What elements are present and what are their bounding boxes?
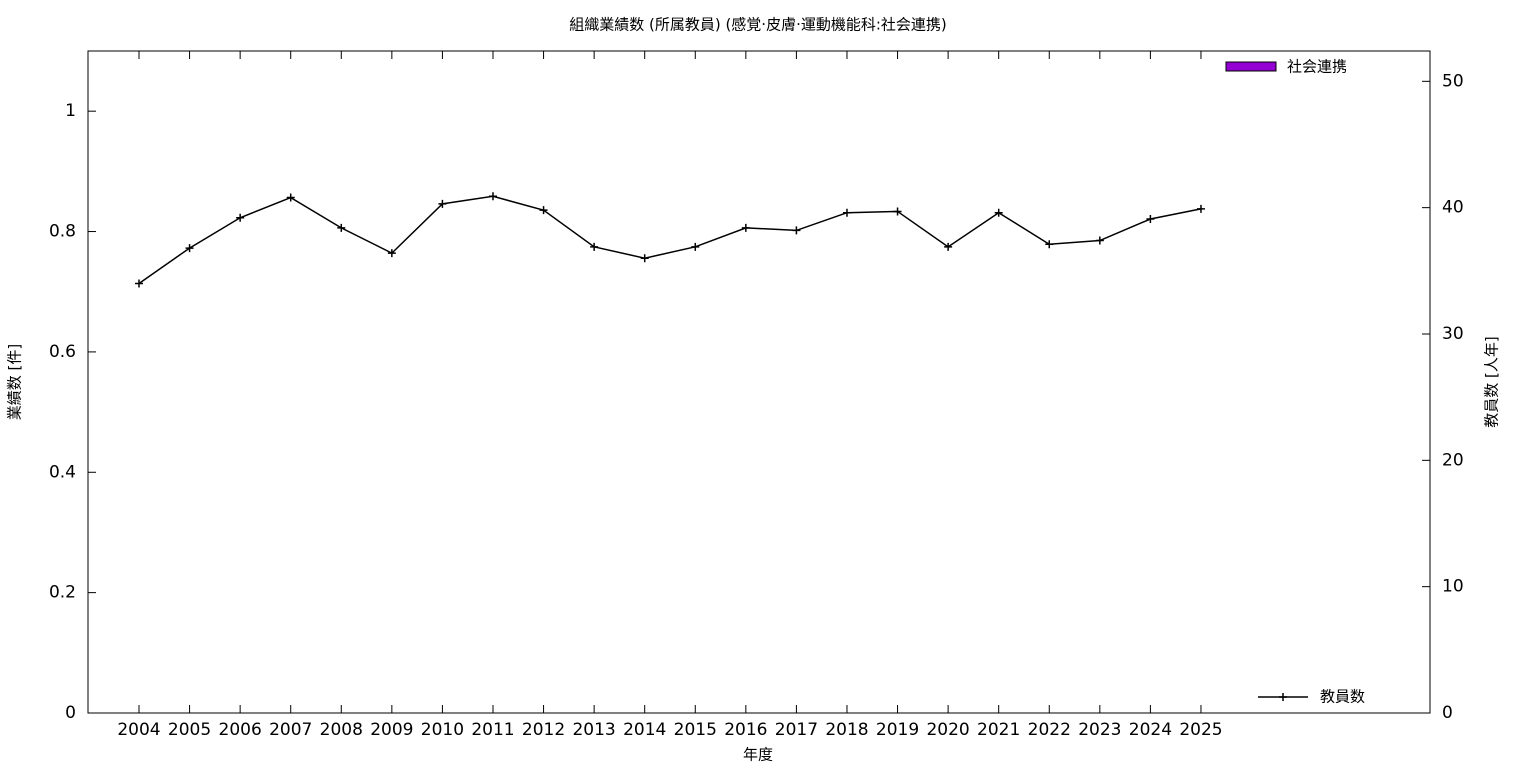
point bbox=[337, 223, 346, 232]
y2-tick-label: 50 bbox=[1442, 71, 1464, 91]
y2-tick-label: 10 bbox=[1442, 577, 1464, 597]
x-tick-label: 2012 bbox=[522, 720, 565, 740]
x-tick-label: 2022 bbox=[1028, 720, 1071, 740]
legend-label: 教員数 bbox=[1320, 688, 1365, 706]
x-tick-label: 2016 bbox=[724, 720, 767, 740]
x-tick-label: 2025 bbox=[1179, 720, 1222, 740]
y-tick-label: 0.6 bbox=[49, 342, 76, 362]
y2-tick-label: 30 bbox=[1442, 324, 1464, 344]
x-tick-label: 2004 bbox=[117, 720, 160, 740]
y-tick-label: 0 bbox=[65, 703, 76, 723]
x-tick-label: 2021 bbox=[977, 720, 1020, 740]
point bbox=[185, 244, 194, 253]
point bbox=[792, 226, 801, 235]
point bbox=[590, 242, 599, 251]
point bbox=[387, 249, 396, 258]
x-tick-label: 2023 bbox=[1078, 720, 1121, 740]
point bbox=[691, 242, 700, 251]
point bbox=[438, 199, 447, 208]
y2-tick-label: 40 bbox=[1442, 198, 1464, 218]
y-tick-label: 0.8 bbox=[49, 222, 76, 242]
point bbox=[741, 223, 750, 232]
x-axis-label: 年度 bbox=[743, 746, 773, 764]
chart-title: 組織業績数 (所属教員) (感覚·皮膚·運動機能科:社会連携) bbox=[569, 16, 947, 34]
point bbox=[994, 208, 1003, 217]
x-tick-label: 2008 bbox=[320, 720, 363, 740]
x-tick-label: 2014 bbox=[623, 720, 666, 740]
point bbox=[488, 192, 497, 201]
line bbox=[138, 195, 1202, 285]
plot-frame bbox=[87, 50, 1431, 714]
x-tick-label: 2017 bbox=[775, 720, 818, 740]
y-axis-label: 業績数 [件] bbox=[6, 344, 24, 420]
point bbox=[539, 206, 548, 215]
point bbox=[236, 213, 245, 222]
point bbox=[135, 279, 143, 288]
point bbox=[944, 242, 953, 251]
y-tick-label: 0.4 bbox=[49, 462, 76, 482]
x-tick-label: 2013 bbox=[572, 720, 615, 740]
legend-label: 社会連携 bbox=[1287, 58, 1347, 76]
x-tick-label: 2018 bbox=[825, 720, 868, 740]
x-tick-label: 2011 bbox=[471, 720, 514, 740]
point bbox=[1045, 240, 1054, 249]
legend-point bbox=[1279, 693, 1287, 701]
point bbox=[1146, 215, 1155, 224]
x-tick-label: 2010 bbox=[421, 720, 464, 740]
x-tick-label: 2009 bbox=[370, 720, 413, 740]
legend-swatch bbox=[1225, 61, 1277, 72]
x-tick-label: 2006 bbox=[219, 720, 262, 740]
y2-axis-label: 教員数 [人年] bbox=[1483, 336, 1501, 427]
y2-tick-label: 20 bbox=[1442, 450, 1464, 470]
x-tick-label: 2007 bbox=[269, 720, 312, 740]
point bbox=[286, 193, 295, 202]
point bbox=[1095, 236, 1104, 245]
point bbox=[893, 207, 902, 216]
y-tick-label: 1 bbox=[65, 101, 76, 121]
x-tick-label: 2019 bbox=[876, 720, 919, 740]
point bbox=[640, 254, 649, 263]
x-tick-label: 2020 bbox=[926, 720, 969, 740]
x-tick-label: 2015 bbox=[674, 720, 717, 740]
y2-tick-label: 0 bbox=[1442, 703, 1453, 723]
y-tick-label: 0.2 bbox=[49, 583, 76, 603]
point bbox=[842, 208, 851, 217]
x-tick-label: 2024 bbox=[1129, 720, 1172, 740]
point bbox=[1196, 204, 1205, 213]
x-tick-label: 2005 bbox=[168, 720, 211, 740]
